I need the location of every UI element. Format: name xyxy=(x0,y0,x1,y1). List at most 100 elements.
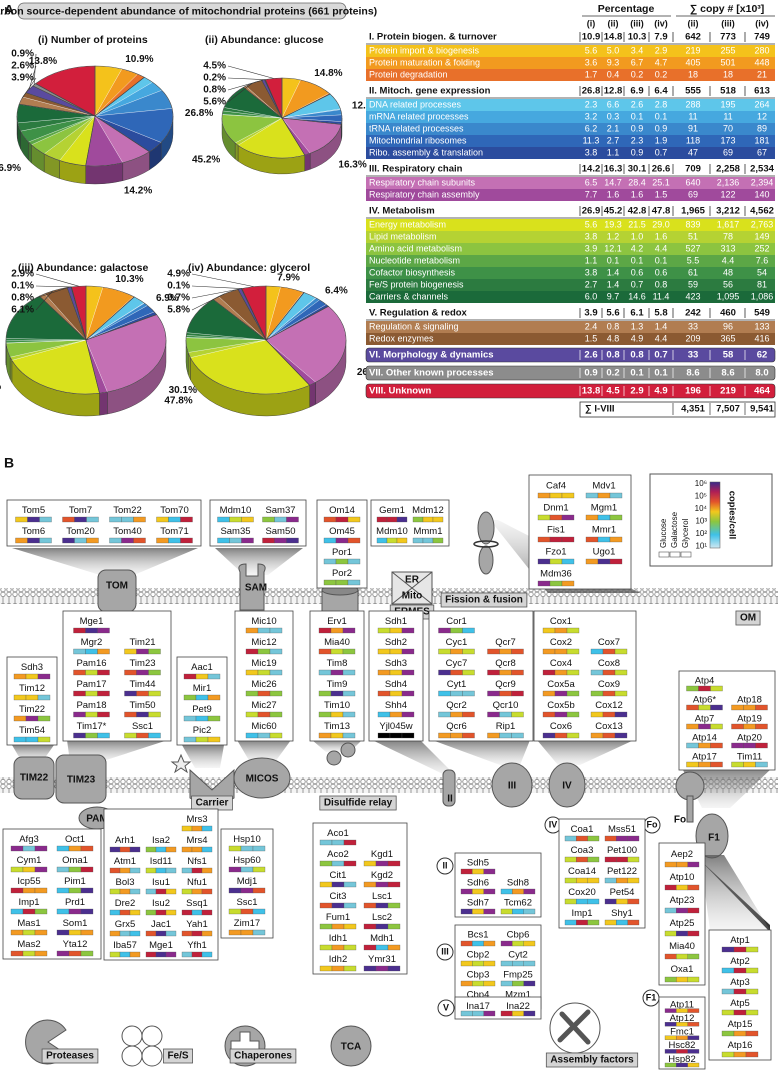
pie-title: (i) Number of proteins xyxy=(38,34,148,46)
abundance-cell xyxy=(597,536,611,543)
abundance-cell xyxy=(686,742,699,749)
abundance-cell xyxy=(561,558,575,565)
abundance-cell xyxy=(387,902,401,909)
protein-name: Idh2 xyxy=(329,954,348,965)
abundance-cell xyxy=(542,669,556,676)
abundance-cell xyxy=(450,690,463,697)
legend-tick: 10⁵ xyxy=(695,492,707,501)
abundance-cell xyxy=(85,648,98,655)
protein-name: Imp1 xyxy=(18,897,39,908)
abundance-cell xyxy=(438,627,451,634)
row-cell: 4.7 xyxy=(655,57,668,67)
abundance-cell xyxy=(207,715,221,722)
funnel xyxy=(237,740,291,762)
abundance-cell xyxy=(85,669,98,676)
pie-label: 2.6% xyxy=(11,61,34,72)
tim22-complex xyxy=(13,756,55,800)
legend-condition: Galactose xyxy=(670,511,679,548)
abundance-cell xyxy=(68,887,82,894)
fes-icon xyxy=(141,1045,163,1067)
protein-name: Mia40 xyxy=(324,637,350,648)
protein-name: Nfs1 xyxy=(187,856,207,867)
abundance-cell xyxy=(597,492,611,499)
abundance-cell xyxy=(274,537,287,544)
abundance-cell xyxy=(537,536,551,543)
protein-name: Ssc1 xyxy=(236,897,257,908)
abundance-cell xyxy=(386,537,398,544)
row-cell: 9.7 xyxy=(607,291,620,301)
abundance-cell xyxy=(335,516,349,523)
protein-name: Fis1 xyxy=(547,524,565,535)
abundance-cell xyxy=(438,669,451,676)
abundance-cell xyxy=(22,866,36,873)
structure-label: TIM22 xyxy=(20,773,49,784)
abundance-cell xyxy=(512,940,524,947)
abundance-cell xyxy=(472,1010,484,1017)
abundance-cell xyxy=(10,887,24,894)
abundance-cell xyxy=(10,908,24,915)
group-name: VIII. Unknown xyxy=(369,386,431,397)
panel-a-title: Carbon source-dependent abundance of mit… xyxy=(0,5,377,17)
abundance-cell xyxy=(165,867,177,874)
abundance-cell xyxy=(319,902,333,909)
abundance-cell xyxy=(25,694,39,701)
abundance-cell xyxy=(34,950,48,957)
protein-name: Isa2 xyxy=(152,835,170,846)
group-cell: 10.9 xyxy=(582,32,601,43)
abundance-cell xyxy=(201,846,213,853)
row-cell: 5.6 xyxy=(585,219,598,229)
protein-name: Mdj1 xyxy=(237,876,258,887)
abundance-cell xyxy=(119,846,131,853)
protein-name: Tim8 xyxy=(327,658,348,669)
abundance-cell xyxy=(686,685,699,692)
abundance-cell xyxy=(156,516,169,523)
abundance-cell xyxy=(97,711,110,718)
abundance-cell xyxy=(335,558,349,565)
group-cell: 0.9 xyxy=(584,368,597,379)
structure-label: IV xyxy=(549,819,558,829)
group-name: III. Respiratory chain xyxy=(369,164,463,175)
protein-name: Mrs3 xyxy=(186,814,207,825)
protein-name: Dnm1 xyxy=(543,502,568,513)
abundance-cell xyxy=(664,884,677,891)
protein-name: Ugo1 xyxy=(593,546,616,557)
abundance-cell xyxy=(687,1008,700,1013)
protein-name: Pet100 xyxy=(607,845,637,856)
abundance-cell xyxy=(318,711,332,718)
pie-label: 0.8% xyxy=(203,85,226,96)
protein-name: Mic27 xyxy=(251,700,276,711)
abundance-cell xyxy=(119,867,131,874)
protein-name: Yfh1 xyxy=(187,940,207,951)
row-cell: 21 xyxy=(757,69,767,79)
abundance-cell xyxy=(109,888,121,895)
abundance-cell xyxy=(549,536,563,543)
structure-label: Fe/S xyxy=(167,1051,188,1062)
abundance-cell xyxy=(195,736,209,743)
abundance-cell xyxy=(542,690,556,697)
abundance-cell xyxy=(241,537,254,544)
abundance-cell xyxy=(363,881,377,888)
abundance-cell xyxy=(511,648,524,655)
row-cell: 48 xyxy=(723,267,733,277)
protein-name: Cbp3 xyxy=(467,970,490,981)
abundance-cell xyxy=(129,888,141,895)
abundance-cell xyxy=(25,673,39,680)
abundance-cell xyxy=(676,953,688,960)
protein-name: Cbp6 xyxy=(507,930,530,941)
group-cell: 7.9 xyxy=(654,32,667,43)
abundance-cell xyxy=(148,732,161,739)
row-cell: 423 xyxy=(685,291,700,301)
protein-name: Atp4 xyxy=(695,675,715,686)
protein-name: Yta12 xyxy=(63,939,88,950)
group-cell: 2,258 xyxy=(716,164,740,175)
row-cell: 0.2 xyxy=(631,69,644,79)
abundance-cell xyxy=(710,704,723,711)
abundance-cell xyxy=(554,669,568,676)
pie-label: 30.1% xyxy=(169,385,197,396)
abundance-cell xyxy=(74,516,87,523)
row-cell: 0.4 xyxy=(607,69,620,79)
abundance-cell xyxy=(109,867,121,874)
row-cell: 11.3 xyxy=(583,135,600,145)
abundance-cell xyxy=(319,923,333,930)
protein-name: Coa1 xyxy=(571,824,594,835)
